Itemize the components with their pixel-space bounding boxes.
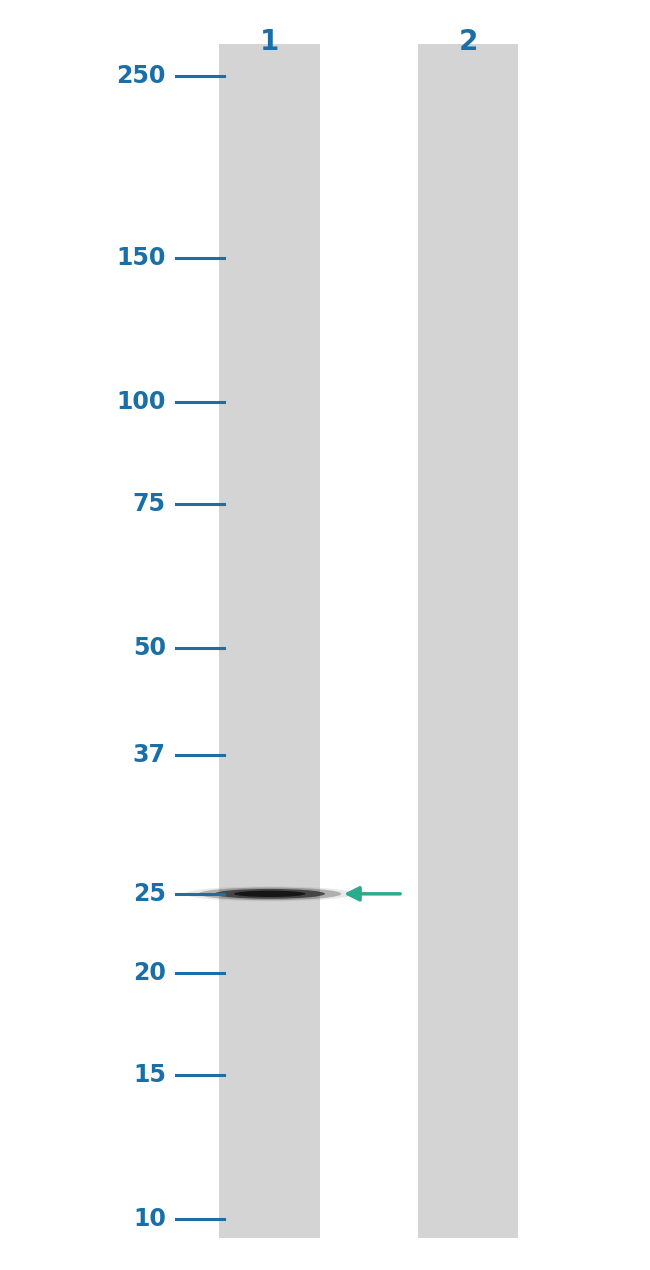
Text: 75: 75: [133, 491, 166, 516]
Text: 37: 37: [133, 743, 166, 767]
Bar: [417, 44, 519, 1238]
Text: 1: 1: [260, 28, 280, 56]
Text: 20: 20: [133, 961, 166, 986]
Text: 10: 10: [133, 1208, 166, 1231]
Text: 2: 2: [458, 28, 478, 56]
Text: 100: 100: [116, 390, 166, 414]
Text: 50: 50: [133, 636, 166, 659]
Text: 15: 15: [133, 1063, 166, 1087]
Ellipse shape: [198, 888, 341, 900]
Text: 25: 25: [133, 881, 166, 906]
Text: 250: 250: [116, 65, 166, 88]
Bar: [219, 44, 320, 1238]
Text: 150: 150: [116, 245, 166, 269]
Ellipse shape: [185, 886, 354, 902]
Ellipse shape: [214, 889, 325, 899]
Ellipse shape: [234, 890, 306, 897]
